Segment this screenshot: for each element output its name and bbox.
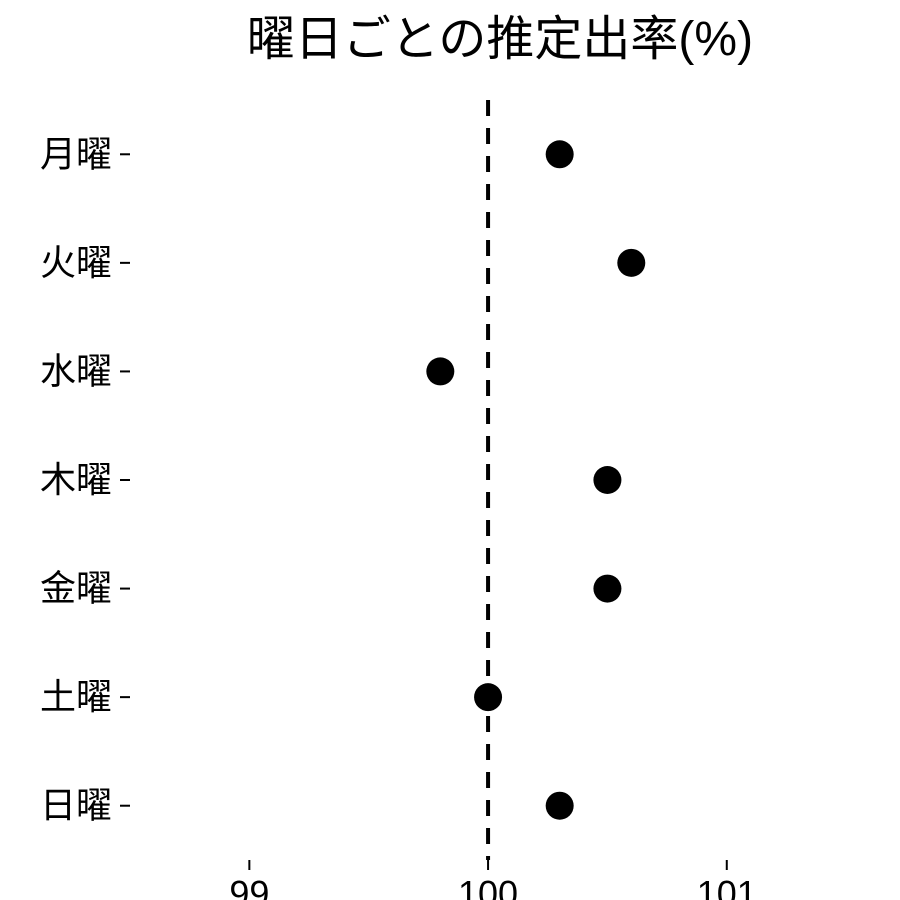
y-tick-label: 土曜: [40, 676, 112, 717]
x-tick-label: 101: [697, 873, 757, 900]
data-point: [474, 683, 502, 711]
chart-container: 曜日ごとの推定出率(%) 99 100 101 月曜火曜水曜木曜金曜土曜日曜: [0, 0, 900, 900]
y-tick-label: 月曜: [40, 133, 112, 174]
y-tick-label: 金曜: [40, 568, 112, 609]
data-point: [617, 249, 645, 277]
data-point: [546, 140, 574, 168]
chart-title: 曜日ごとの推定出率(%): [247, 13, 753, 66]
data-point: [426, 357, 454, 385]
y-tick-label: 火曜: [40, 242, 112, 283]
chart-svg: 曜日ごとの推定出率(%) 99 100 101 月曜火曜水曜木曜金曜土曜日曜: [0, 0, 900, 900]
x-tick-label: 99: [229, 873, 269, 900]
data-point: [593, 466, 621, 494]
data-point: [593, 575, 621, 603]
y-tick-label: 日曜: [40, 785, 112, 826]
y-tick-label: 水曜: [40, 350, 112, 391]
x-tick-label: 100: [458, 873, 518, 900]
data-point: [546, 792, 574, 820]
y-tick-label: 木曜: [40, 459, 112, 500]
